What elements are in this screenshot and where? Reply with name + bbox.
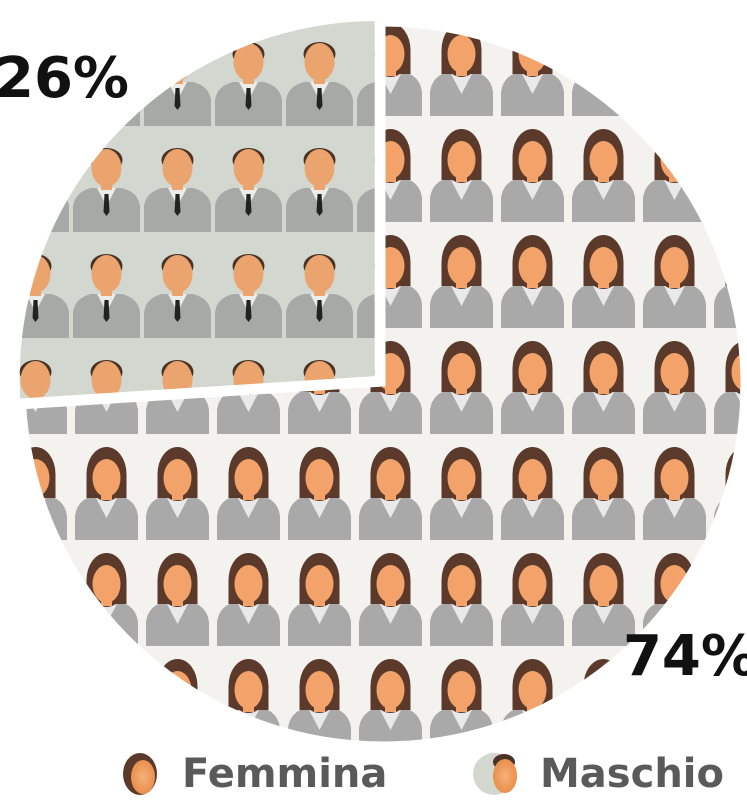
pie-slice (14, 16, 380, 404)
legend-icon (131, 760, 155, 794)
value-label: 26% (0, 46, 129, 111)
pie-slice (21, 21, 746, 747)
pie: 74% 26% (0, 16, 747, 747)
value-label: 74% (623, 624, 747, 689)
legend: Femmina Maschio (123, 751, 724, 797)
legend-label: Femmina (182, 751, 387, 797)
legend-icon (493, 759, 517, 793)
legend-label: Maschio (540, 751, 724, 797)
